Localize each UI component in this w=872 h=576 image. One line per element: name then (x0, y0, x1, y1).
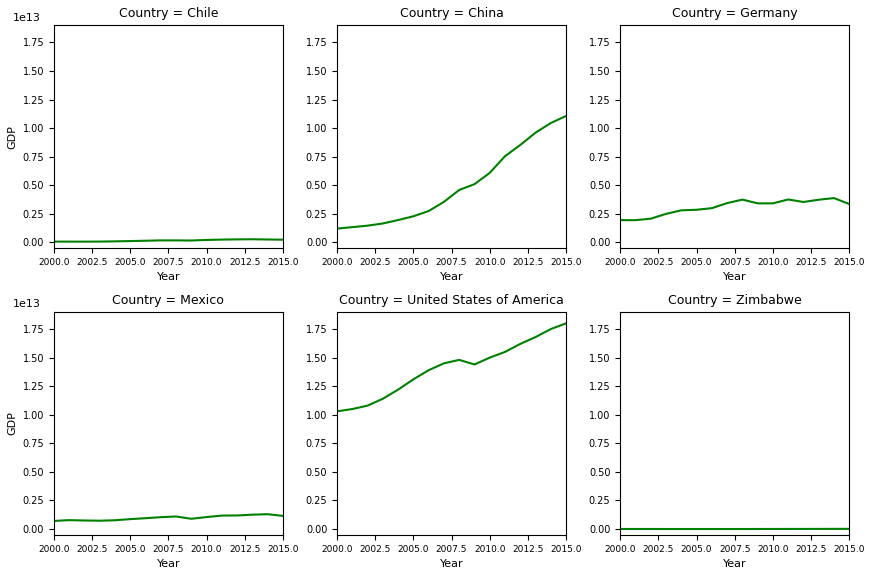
Title: Country = United States of America: Country = United States of America (339, 294, 564, 306)
X-axis label: Year: Year (723, 272, 746, 282)
Text: 1e13: 1e13 (12, 13, 40, 23)
Title: Country = China: Country = China (399, 7, 503, 20)
Y-axis label: GDP: GDP (7, 125, 17, 149)
Y-axis label: GDP: GDP (7, 411, 17, 435)
X-axis label: Year: Year (439, 559, 463, 569)
X-axis label: Year: Year (723, 559, 746, 569)
Text: 1e13: 1e13 (12, 300, 40, 309)
X-axis label: Year: Year (157, 559, 181, 569)
Title: Country = Zimbabwe: Country = Zimbabwe (668, 294, 801, 306)
Title: Country = Mexico: Country = Mexico (112, 294, 224, 306)
Title: Country = Chile: Country = Chile (119, 7, 218, 20)
Title: Country = Germany: Country = Germany (672, 7, 798, 20)
X-axis label: Year: Year (439, 272, 463, 282)
X-axis label: Year: Year (157, 272, 181, 282)
